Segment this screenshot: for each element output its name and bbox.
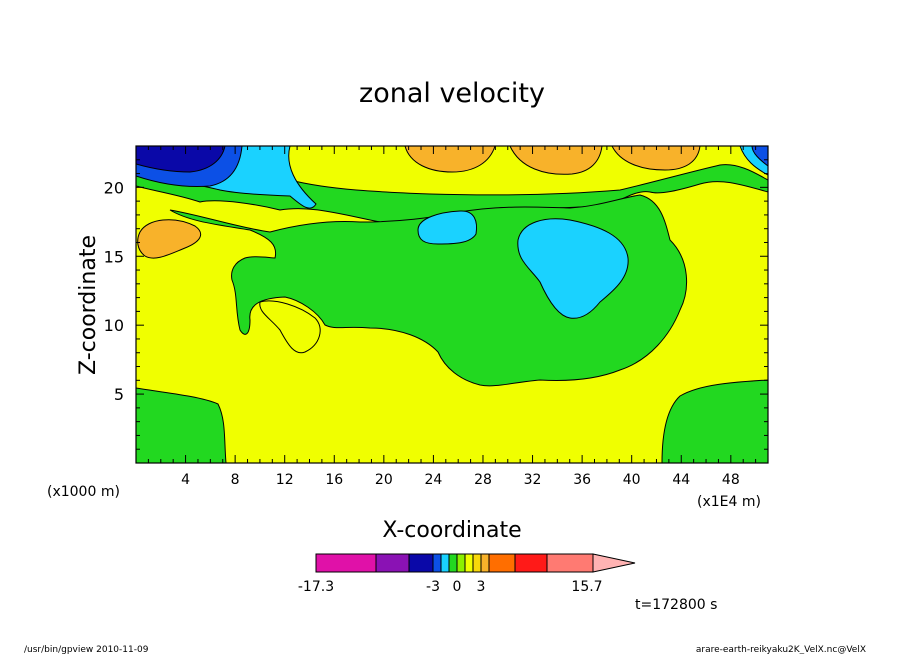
contour-green-main [136,164,768,223]
x-unit-label: (x1E4 m) [697,494,761,510]
colorbar-segment [464,553,474,573]
x-tick-label: 20 [375,472,393,488]
contour-orange-top3 [611,146,701,171]
colorbar-tick-label: -17.3 [298,579,334,595]
y-tick-label: 20 [104,178,124,197]
footer-left: /usr/bin/gpview 2010-11-09 [24,645,149,654]
plot-frame [135,145,769,464]
colorbar-segment [432,553,442,573]
footer-right: arare-earth-reikyaku2K_VelX.nc@VelX [696,645,866,654]
contour-blue-topright [751,146,768,167]
x-axis-label: X-coordinate [382,518,521,543]
colorbar-tick-label: 0 [453,579,462,595]
contour-orange-left [137,219,202,259]
colorbar-segment [440,553,450,573]
x-tick-label: 4 [181,472,190,488]
x-tick-label: 16 [325,472,343,488]
y-axis: 5 10 15 20 [104,159,768,450]
colorbar-segment [472,553,482,573]
colorbar-segment [480,553,490,573]
y-unit-label: (x1000 m) [47,484,120,500]
contour-navy-topleft [136,146,226,173]
colorbar-tick-label: 15.7 [571,579,602,595]
x-tick-label: 44 [672,472,690,488]
contour-green-bottom-right [661,379,768,463]
contour-cyan-large [517,218,629,319]
y-axis-label: Z-coordinate [76,235,101,375]
contour-orange-top1 [404,146,496,173]
contour-field [136,146,768,463]
contour-yellow-hole [259,300,321,354]
x-tick-label: 12 [276,472,294,488]
y-tick-label: 5 [114,385,124,404]
colorbar-segment [456,553,466,573]
contour-cyan-small [417,210,478,245]
colorbar-segment [375,553,410,573]
x-axis: 4 8 12 16 20 24 28 32 36 40 44 48 [147,146,757,488]
contour-green-bottom-left [136,387,227,463]
colorbar-ticks: -17.3 -3 0 3 15.7 [298,579,603,595]
colorbar [315,553,636,573]
x-tick-label: 8 [231,472,240,488]
colorbar-tick-label: -3 [426,579,440,595]
x-tick-label: 48 [722,472,740,488]
x-tick-label: 28 [474,472,492,488]
y-tick-label: 15 [104,247,124,266]
colorbar-segment [546,553,594,573]
colorbar-segment [488,553,516,573]
x-tick-label: 36 [573,472,591,488]
colorbar-segment [408,553,434,573]
chart-title: zonal velocity [359,78,545,109]
time-label: t=172800 s [635,597,717,613]
x-tick-label: 32 [524,472,542,488]
colorbar-arrow [592,553,636,573]
colorbar-segment [514,553,548,573]
colorbar-segment [315,553,377,573]
colorbar-tick-label: 3 [477,579,486,595]
x-tick-label: 40 [623,472,641,488]
colorbar-segment [448,553,458,573]
x-tick-label: 24 [424,472,442,488]
y-tick-label: 10 [104,316,124,335]
